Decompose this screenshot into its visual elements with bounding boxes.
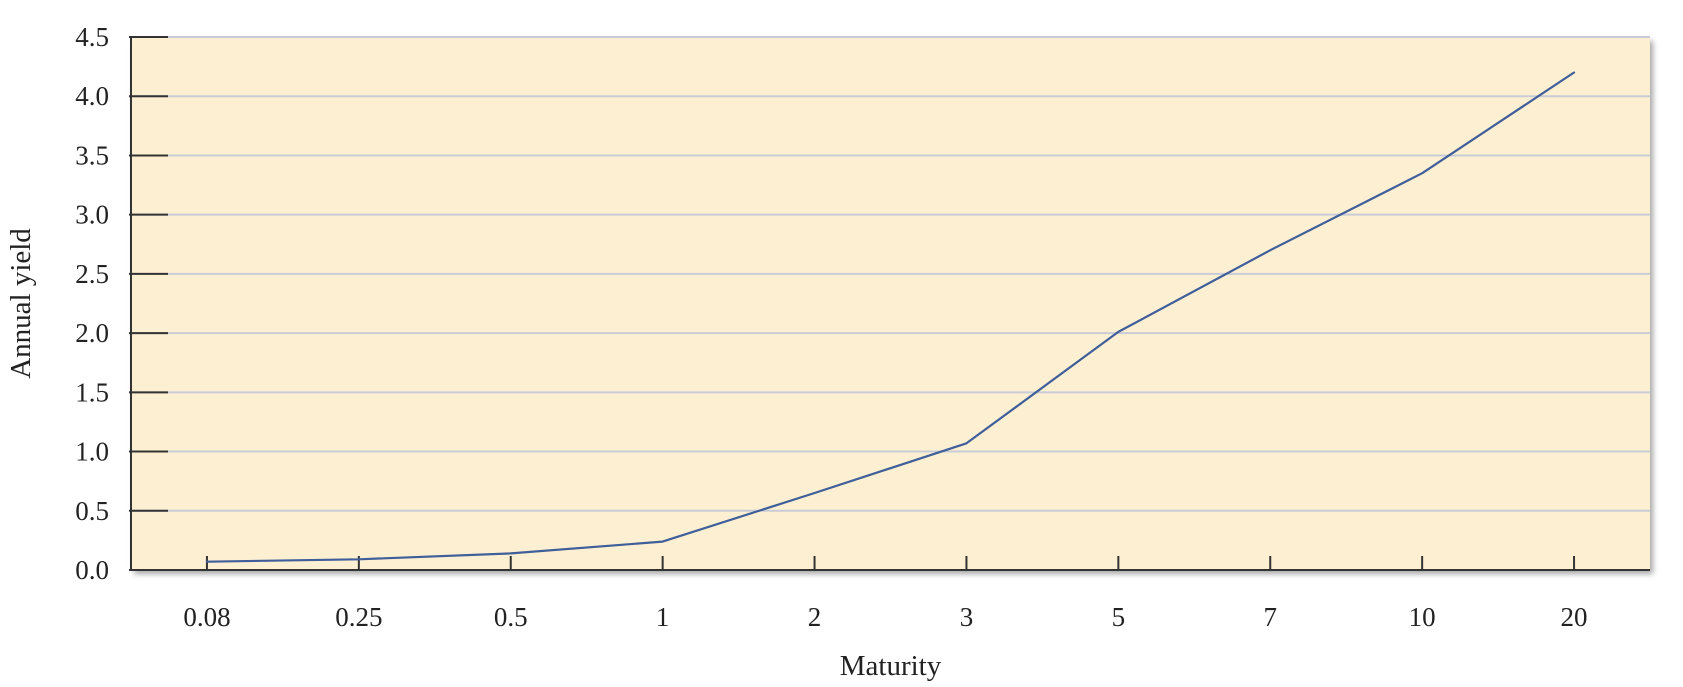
x-tick-label: 3	[960, 602, 974, 632]
y-tick-label: 3.0	[75, 200, 109, 230]
y-axis-title: Annual yield	[5, 228, 37, 379]
x-tick-label: 7	[1264, 602, 1278, 632]
x-tick-label: 0.5	[494, 602, 528, 632]
y-tick-label: 3.5	[75, 140, 109, 170]
y-tick-label: 0.5	[75, 496, 109, 526]
x-tick-label: 1	[656, 602, 670, 632]
y-tick-label: 2.5	[75, 259, 109, 289]
y-tick-label: 0.0	[75, 555, 109, 585]
axes	[130, 37, 1650, 571]
series-layer	[205, 71, 1576, 563]
x-tick-label: 0.08	[183, 602, 230, 632]
gridlines	[131, 36, 1650, 512]
x-tick-label: 10	[1409, 602, 1436, 632]
x-axis-title: Maturity	[840, 650, 942, 682]
y-tick-label: 2.0	[75, 318, 109, 348]
plot-area	[131, 37, 1650, 570]
y-tick-label: 4.0	[75, 81, 109, 111]
x-tick-label: 20	[1561, 602, 1588, 632]
x-tick-label: 5	[1112, 602, 1126, 632]
y-axis-ticks: 0.0 0.5 1.0 1.5 2.0 2.5 3.0 3.5 4.0 4.5	[75, 22, 168, 585]
y-tick-label: 1.5	[75, 377, 109, 407]
series-line	[205, 71, 1576, 563]
x-tick-label: 0.25	[335, 602, 382, 632]
x-axis-ticks: 0.08 0.25 0.5 1 2 3 5 7 10 20	[183, 556, 1588, 632]
x-tick-label: 2	[808, 602, 822, 632]
y-tick-label: 1.0	[75, 437, 109, 467]
y-tick-label: 4.5	[75, 22, 109, 52]
